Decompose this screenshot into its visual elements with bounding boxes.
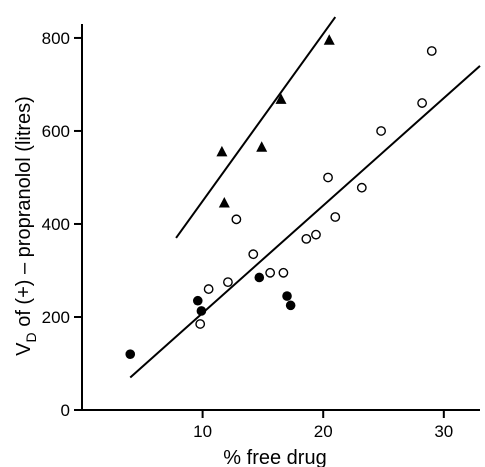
open-circle-point — [203, 284, 214, 294]
open-circle-point — [311, 229, 321, 240]
filled-circle-point — [254, 272, 265, 283]
data-points — [125, 34, 437, 359]
triangle-point — [218, 197, 230, 208]
axes — [74, 24, 480, 418]
triangle-point — [275, 93, 287, 104]
open-circle-point — [278, 267, 289, 278]
filled-circle-point — [196, 306, 207, 316]
open-circle-point — [323, 172, 333, 183]
filled-circle-point — [282, 291, 292, 301]
triangle-point — [256, 141, 268, 152]
filled-circle-point — [285, 300, 296, 311]
triangle-point — [323, 34, 335, 45]
open-circle-point — [417, 98, 428, 108]
open-circle-point — [301, 233, 312, 244]
filled-circle-point — [192, 295, 203, 306]
open-circle-point — [265, 267, 276, 278]
y-axis-label-rest: of (+) – propranolol (litres) — [13, 96, 35, 332]
triangle-point — [216, 145, 228, 157]
y-tick-label: 400 — [42, 215, 70, 234]
open-circle-point — [231, 214, 242, 225]
tick-labels: 0 200 400 600 800 10 20 30 — [42, 29, 454, 441]
x-axis-label: % free drug — [223, 447, 326, 467]
y-tick-label: 0 — [61, 401, 70, 420]
x-tick-label: 20 — [314, 422, 333, 441]
open-circle-point — [223, 277, 233, 288]
open-circle-point — [376, 126, 387, 136]
x-tick-label: 10 — [193, 422, 212, 441]
regression-line — [175, 16, 337, 239]
filled-circle-point — [125, 349, 136, 359]
regression-lines — [129, 16, 481, 379]
open-circle-point — [426, 46, 437, 56]
y-axis-label-main: V — [13, 342, 35, 356]
open-circle-point — [356, 182, 367, 193]
regression-line — [129, 65, 481, 379]
y-tick-label: 600 — [42, 122, 70, 141]
x-tick-label: 30 — [434, 422, 453, 441]
y-axis-label: VD of (+) – propranolol (litres) — [13, 96, 39, 356]
y-axis-label-subscript: D — [23, 332, 39, 342]
y-tick-label: 800 — [42, 29, 70, 48]
open-circle-point — [195, 319, 206, 329]
y-tick-label: 200 — [42, 308, 70, 327]
open-circle-point — [330, 212, 341, 222]
open-circle-point — [248, 249, 259, 260]
